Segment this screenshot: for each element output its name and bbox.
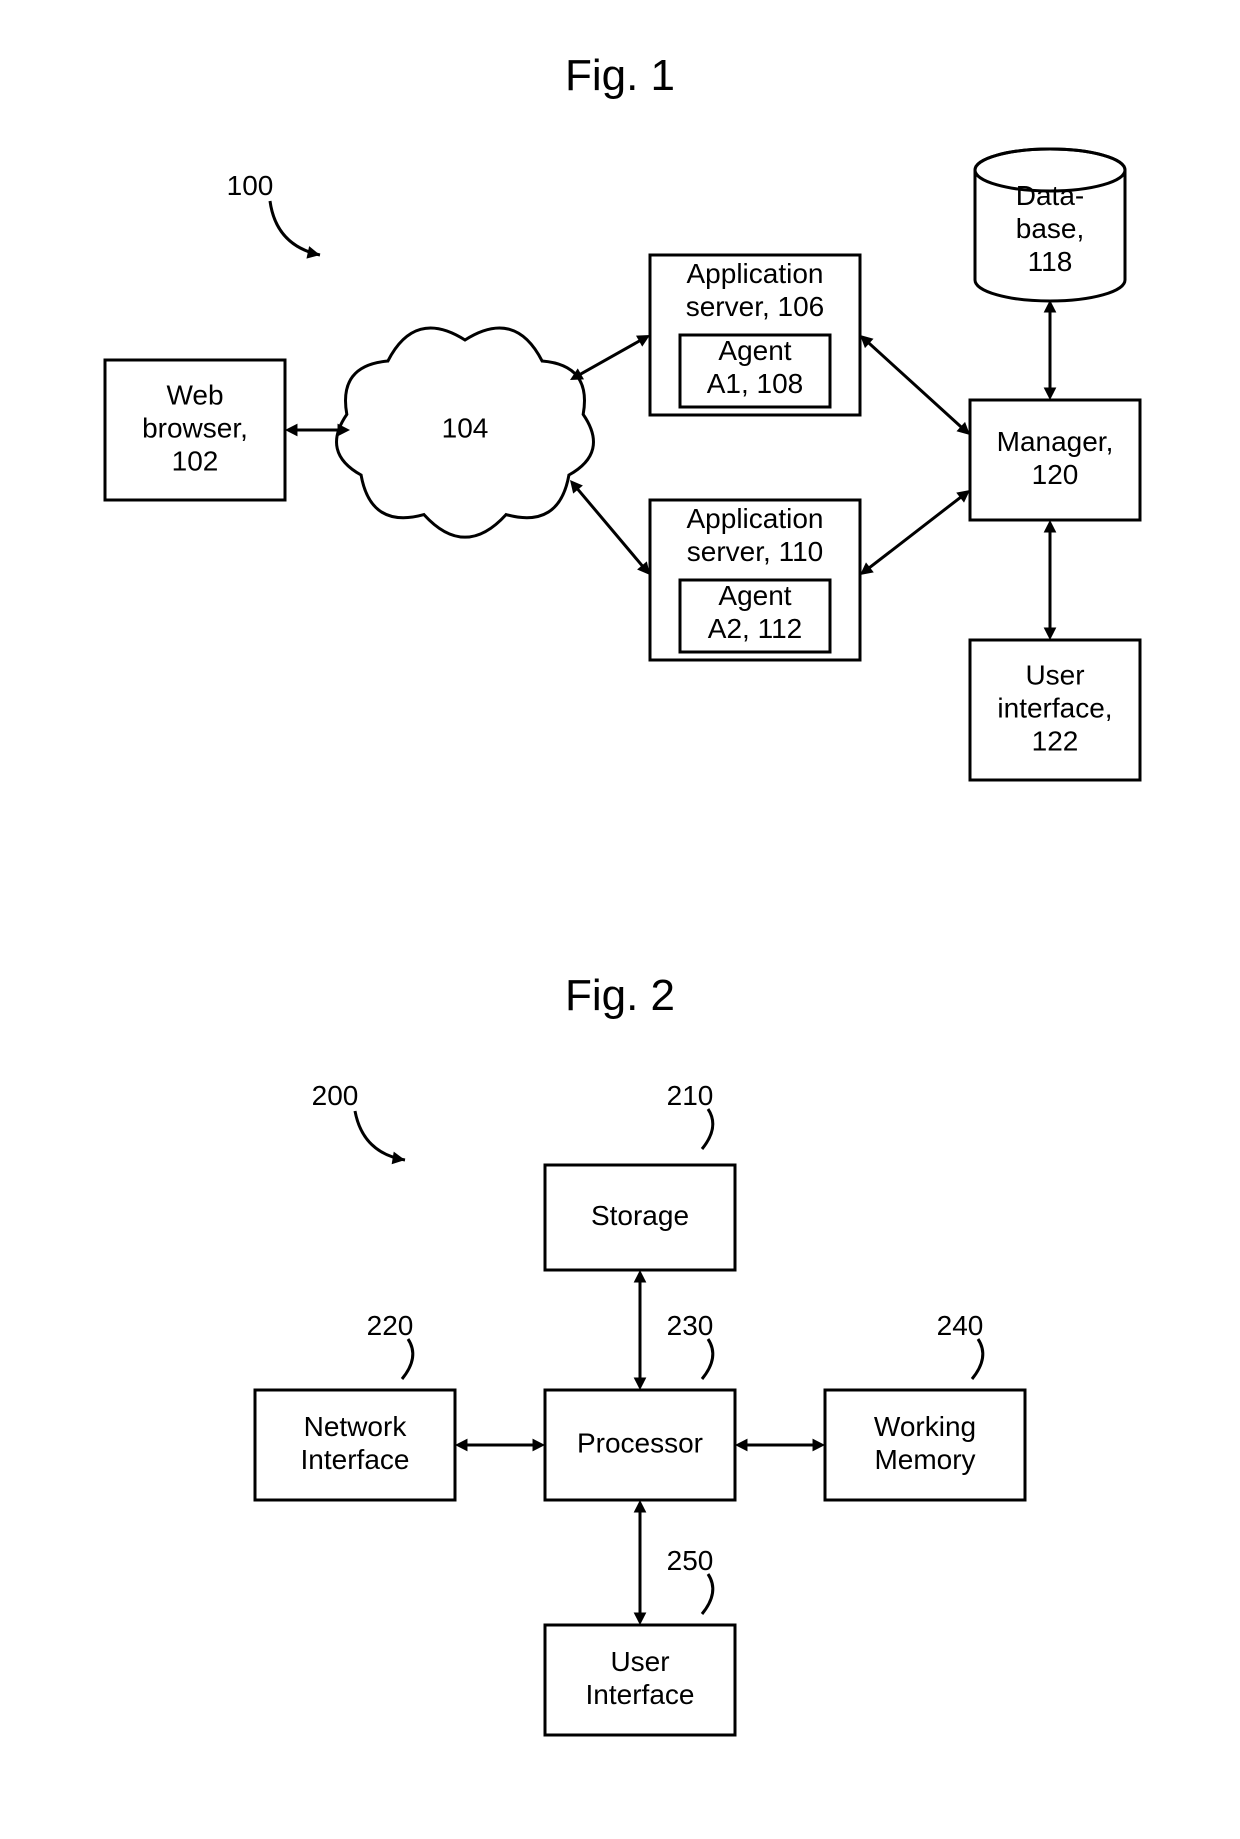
- node-processor-label-line: Processor: [577, 1427, 703, 1458]
- fig1-edge-1: [570, 335, 650, 380]
- fig1-edge-3: [860, 335, 970, 435]
- fig1-edge-2-line: [575, 486, 644, 568]
- fig1-edge-6-head-b: [1044, 628, 1057, 640]
- node-app-server-1-label-line: Application: [687, 258, 824, 289]
- node-web-browser-label-line: browser,: [142, 412, 248, 443]
- node-storage-label-line: Storage: [591, 1200, 689, 1231]
- fig1-edge-1-line: [577, 339, 642, 376]
- node-network-label-line: Interface: [301, 1444, 410, 1475]
- fig1-edge-5-head-b: [1044, 388, 1057, 400]
- fig2-ref-arrow-path: [355, 1111, 405, 1160]
- fig2-ref-label: 200: [312, 1080, 359, 1111]
- fig2-edge-0-head-b: [634, 1378, 647, 1390]
- node-app-server-1-label: Applicationserver, 106: [686, 258, 825, 322]
- fig1-ref-arrow-path: [270, 201, 320, 255]
- fig1-ref-arrow: [270, 201, 320, 259]
- fig2-leader-ui2: [702, 1574, 713, 1614]
- node-app-server-2-inner-label-line: Agent: [718, 580, 791, 611]
- node-storage-label: Storage: [591, 1200, 689, 1231]
- node-cloud: 104: [337, 328, 594, 537]
- node-user-interface-label-line: 122: [1032, 726, 1079, 757]
- node-ui2-label-line: User: [610, 1646, 669, 1677]
- fig2-edge-2: [735, 1439, 825, 1452]
- fig1-edge-6: [1044, 520, 1057, 640]
- fig2-edge-2-head-b: [813, 1439, 825, 1452]
- node-app-server-2-inner-label-line: A2, 112: [708, 613, 802, 644]
- node-user-interface-label: Userinterface,122: [997, 659, 1112, 756]
- node-app-server-1-inner-label-line: A1, 108: [707, 368, 804, 399]
- fig2-title: Fig. 2: [565, 971, 675, 1020]
- fig1-edge-0-head-b: [338, 424, 350, 437]
- fig2-leader-processor: [702, 1339, 713, 1379]
- node-manager-label-line: Manager,: [997, 426, 1114, 457]
- node-app-server-1-inner-label-line: Agent: [718, 335, 791, 366]
- node-app-server-2-label-line: Application: [687, 503, 824, 534]
- fig2-edge-1-head-a: [455, 1439, 467, 1452]
- node-memory-label-line: Working: [874, 1411, 976, 1442]
- fig2-leader-storage: [702, 1109, 713, 1149]
- fig1-edge-3-line: [866, 341, 964, 430]
- node-cloud-label: 104: [442, 412, 489, 443]
- node-ui2-label: UserInterface: [586, 1646, 695, 1710]
- fig2-edge-1: [455, 1439, 545, 1452]
- node-app-server-2-label: Applicationserver, 110: [687, 503, 824, 567]
- fig1-edge-0-head-a: [285, 424, 297, 437]
- fig2-ref-memory: 240: [937, 1310, 984, 1341]
- fig2-ref-arrow: [355, 1111, 405, 1164]
- node-manager-label-line: 120: [1032, 459, 1079, 490]
- fig2-edge-3-head-a: [634, 1500, 647, 1512]
- node-network-label: NetworkInterface: [301, 1411, 410, 1475]
- node-user-interface-label-line: interface,: [997, 692, 1112, 723]
- fig2-edge-0: [634, 1270, 647, 1390]
- fig2-edge-0-head-a: [634, 1270, 647, 1282]
- node-processor-label: Processor: [577, 1427, 703, 1458]
- node-database-label-line: base,: [1016, 213, 1085, 244]
- fig1-ref-label: 100: [227, 170, 274, 201]
- node-user-interface-label-line: User: [1025, 659, 1084, 690]
- fig2-edge-3: [634, 1500, 647, 1625]
- fig2-ref-ui2: 250: [667, 1545, 714, 1576]
- fig1-ref-arrow-head: [306, 246, 320, 258]
- node-database-label-line: 118: [1028, 246, 1073, 277]
- node-app-server-2-inner-label: AgentA2, 112: [708, 580, 802, 644]
- node-web-browser-label: Webbrowser,102: [142, 379, 248, 476]
- fig1-edge-0: [285, 424, 350, 437]
- fig2-edge-2-head-a: [735, 1439, 747, 1452]
- node-app-server-2-label-line: server, 110: [687, 536, 823, 567]
- node-database-label-line: Data-: [1016, 180, 1084, 211]
- node-app-server-1-label-line: server, 106: [686, 291, 825, 322]
- fig2-leader-memory: [972, 1339, 983, 1379]
- fig2-ref-network: 220: [367, 1310, 414, 1341]
- node-memory-label: WorkingMemory: [874, 1411, 976, 1475]
- fig2-edge-3-head-b: [634, 1613, 647, 1625]
- fig1-edge-2: [570, 480, 650, 575]
- node-app-server-1-inner-label: AgentA1, 108: [707, 335, 804, 399]
- node-web-browser-label-line: 102: [172, 446, 219, 477]
- fig2-ref-arrow-head: [392, 1152, 405, 1165]
- fig1-edge-4: [860, 490, 970, 575]
- node-network-label-line: Network: [304, 1411, 408, 1442]
- node-memory-label-line: Memory: [874, 1444, 975, 1475]
- fig2-leader-network: [402, 1339, 413, 1379]
- fig1-title: Fig. 1: [565, 51, 675, 100]
- fig2-ref-processor: 230: [667, 1310, 714, 1341]
- node-manager-label: Manager,120: [997, 426, 1114, 490]
- node-ui2-label-line: Interface: [586, 1679, 695, 1710]
- fig2-edge-1-head-b: [533, 1439, 545, 1452]
- fig1-edge-6-head-a: [1044, 520, 1057, 532]
- fig2-ref-storage: 210: [667, 1080, 714, 1111]
- node-web-browser-label-line: Web: [166, 379, 223, 410]
- fig1-edge-4-line: [867, 495, 964, 570]
- node-database-label: Data-base,118: [1016, 180, 1085, 277]
- fig1-edge-5: [1044, 300, 1057, 400]
